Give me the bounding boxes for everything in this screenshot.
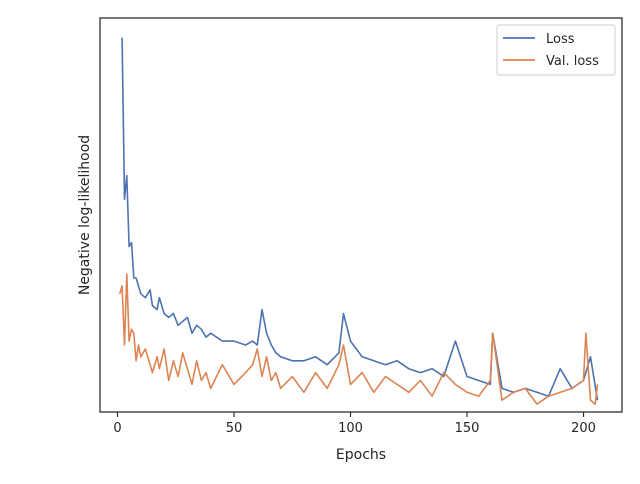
x-tick-label: 100 — [338, 421, 363, 436]
series-lines — [119, 37, 599, 405]
series-line-val-loss — [119, 273, 599, 405]
x-tick-label: 150 — [455, 421, 480, 436]
x-tick-label: 50 — [226, 421, 243, 436]
legend-label-loss: Loss — [546, 32, 575, 47]
plot-frame — [99, 17, 623, 413]
y-axis-label: Negative log-likelihood — [77, 135, 93, 295]
x-tick-label: 200 — [571, 421, 596, 436]
plot-area — [100, 18, 622, 412]
x-axis-ticks: 0 50 100 150 200 — [113, 412, 596, 436]
legend: Loss Val. loss — [496, 24, 616, 76]
x-tick-label: 0 — [113, 421, 121, 436]
x-axis-label: Epochs — [336, 447, 386, 463]
legend-label-val-loss: Val. loss — [546, 54, 599, 69]
